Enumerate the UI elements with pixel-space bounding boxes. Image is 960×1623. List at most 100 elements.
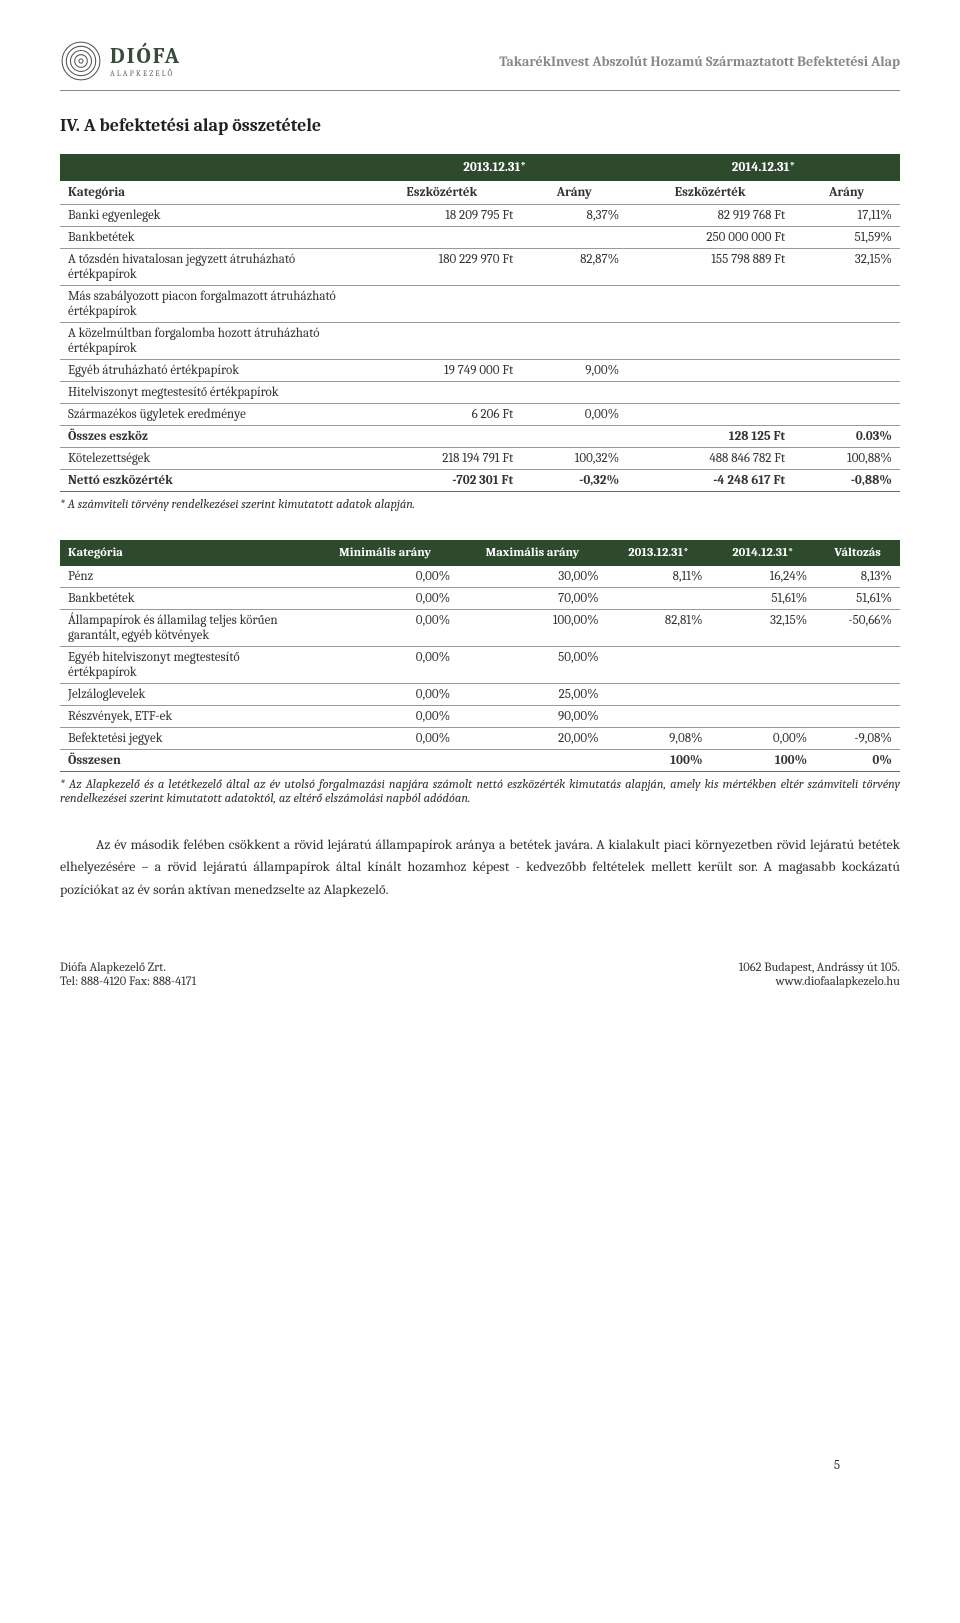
- summary-row: Összes eszköz 128 125 Ft0.03%: [60, 426, 900, 448]
- row-value: 82,81%: [607, 610, 711, 647]
- row-value: 8,11%: [607, 566, 711, 588]
- document-title: TakarékInvest Abszolút Hozamú Származtat…: [499, 53, 900, 70]
- table2-col-header: Minimális arány: [312, 540, 458, 566]
- footer-address: 1062 Budapest, Andrássy út 105.: [739, 961, 900, 975]
- footer-company: Diófa Alapkezelő Zrt.: [60, 961, 196, 975]
- summary-row: Kötelezettségek218 194 791 Ft100,32%488 …: [60, 448, 900, 470]
- row-label: Nettó eszközérték: [60, 470, 362, 492]
- row-label: Hitelviszonyt megtestesítő értékpapírok: [60, 382, 362, 404]
- row-pct: [521, 286, 627, 323]
- row-value: 0,00%: [312, 566, 458, 588]
- row-value: 0,00%: [312, 684, 458, 706]
- table1-col-header: Kategória: [60, 181, 362, 205]
- row-value: [362, 426, 521, 448]
- table2-col-header: Kategória: [60, 540, 312, 566]
- table2-col-header: Változás: [815, 540, 900, 566]
- row-value: 20,00%: [458, 728, 607, 750]
- row-value: [711, 647, 816, 684]
- table-row: A tőzsdén hivatalosan jegyzett átruházha…: [60, 249, 900, 286]
- row-pct: -0,88%: [793, 470, 900, 492]
- row-value: 6 206 Ft: [362, 404, 521, 426]
- row-label: Egyéb átruházható értékpapírok: [60, 360, 362, 382]
- row-value: [815, 706, 900, 728]
- row-value: -702 301 Ft: [362, 470, 521, 492]
- logo-main-text: DIÓFA: [110, 45, 181, 67]
- row-label: Összes eszköz: [60, 426, 362, 448]
- table-row: Részvények, ETF-ek0,00%90,00%: [60, 706, 900, 728]
- row-value: 100,00%: [458, 610, 607, 647]
- row-value: 0,00%: [312, 588, 458, 610]
- table1-col-header: Arány: [521, 181, 627, 205]
- row-pct: 100,88%: [793, 448, 900, 470]
- row-pct: 0.03%: [793, 426, 900, 448]
- allocation-limits-table: KategóriaMinimális arányMaximális arány2…: [60, 540, 900, 772]
- row-value: [815, 647, 900, 684]
- row-pct: 9,00%: [521, 360, 627, 382]
- tree-rings-icon: [60, 40, 102, 82]
- table1-footnote: * A számviteli törvény rendelkezései sze…: [60, 498, 900, 512]
- row-label: Állampapírok és államilag teljes körűen …: [60, 610, 312, 647]
- row-value: 9,08%: [607, 728, 711, 750]
- row-pct: [793, 404, 900, 426]
- logo-block: DIÓFA ALAPKEZELŐ: [60, 40, 181, 82]
- row-pct: [521, 382, 627, 404]
- row-value: 16,24%: [711, 566, 816, 588]
- row-value: [627, 286, 793, 323]
- table-row: Hitelviszonyt megtestesítő értékpapírok: [60, 382, 900, 404]
- row-label: Egyéb hitelviszonyt megtestesítő értékpa…: [60, 647, 312, 684]
- row-value: [607, 684, 711, 706]
- row-value: 128 125 Ft: [627, 426, 793, 448]
- row-value: 18 209 795 Ft: [362, 205, 521, 227]
- row-value: [607, 588, 711, 610]
- row-pct: [521, 426, 627, 448]
- table-row: Bankbetétek0,00%70,00%51,61%51,61%: [60, 588, 900, 610]
- row-value: 0,00%: [312, 706, 458, 728]
- row-label: Banki egyenlegek: [60, 205, 362, 227]
- row-value: 218 194 791 Ft: [362, 448, 521, 470]
- row-value: 0,00%: [312, 728, 458, 750]
- row-value: [627, 382, 793, 404]
- row-value: [711, 706, 816, 728]
- row-pct: [793, 323, 900, 360]
- table2-footnote: * Az Alapkezelő és a letétkezelő által a…: [60, 778, 900, 806]
- row-pct: 8,37%: [521, 205, 627, 227]
- row-value: 50,00%: [458, 647, 607, 684]
- table-row: Más szabályozott piacon forgalmazott átr…: [60, 286, 900, 323]
- body-paragraph: Az év második felében csökkent a rövid l…: [60, 834, 900, 901]
- page-number: 5: [834, 1458, 840, 1473]
- table-row: Bankbetétek 250 000 000 Ft51,59%: [60, 227, 900, 249]
- row-value: [627, 360, 793, 382]
- asset-composition-table: 2013.12.31* 2014.12.31* Kategória Eszközé…: [60, 154, 900, 492]
- row-value: [711, 684, 816, 706]
- table1-period-b: 2014.12.31*: [627, 154, 900, 181]
- row-label: A közelmúltban forgalomba hozott átruház…: [60, 323, 362, 360]
- table1-col-header: Eszközérték: [627, 181, 793, 205]
- row-value: 155 798 889 Ft: [627, 249, 793, 286]
- row-pct: 51,59%: [793, 227, 900, 249]
- table-row: Befektetési jegyek0,00%20,00%9,08%0,00%-…: [60, 728, 900, 750]
- row-value: [815, 684, 900, 706]
- row-label: Befektetési jegyek: [60, 728, 312, 750]
- row-label: Származékos ügyletek eredménye: [60, 404, 362, 426]
- row-label: Bankbetétek: [60, 227, 362, 249]
- row-value: 90,00%: [458, 706, 607, 728]
- table1-corner: [60, 154, 362, 181]
- row-pct: 32,15%: [793, 249, 900, 286]
- row-label: A tőzsdén hivatalosan jegyzett átruházha…: [60, 249, 362, 286]
- table-row: Állampapírok és államilag teljes körűen …: [60, 610, 900, 647]
- row-value: 82 919 768 Ft: [627, 205, 793, 227]
- row-value: -9,08%: [815, 728, 900, 750]
- row-value: 250 000 000 Ft: [627, 227, 793, 249]
- row-pct: 0,00%: [521, 404, 627, 426]
- table1-period-a: 2013.12.31*: [362, 154, 627, 181]
- table-row: Egyéb hitelviszonyt megtestesítő értékpa…: [60, 647, 900, 684]
- row-value: 0,00%: [312, 647, 458, 684]
- logo-sub-text: ALAPKEZELŐ: [110, 70, 181, 78]
- row-value: [607, 706, 711, 728]
- row-pct: [521, 227, 627, 249]
- table2-col-header: 2013.12.31*: [607, 540, 711, 566]
- row-pct: [793, 360, 900, 382]
- row-value: 51,61%: [711, 588, 816, 610]
- row-label: Bankbetétek: [60, 588, 312, 610]
- table-row: Pénz0,00%30,00%8,11%16,24%8,13%: [60, 566, 900, 588]
